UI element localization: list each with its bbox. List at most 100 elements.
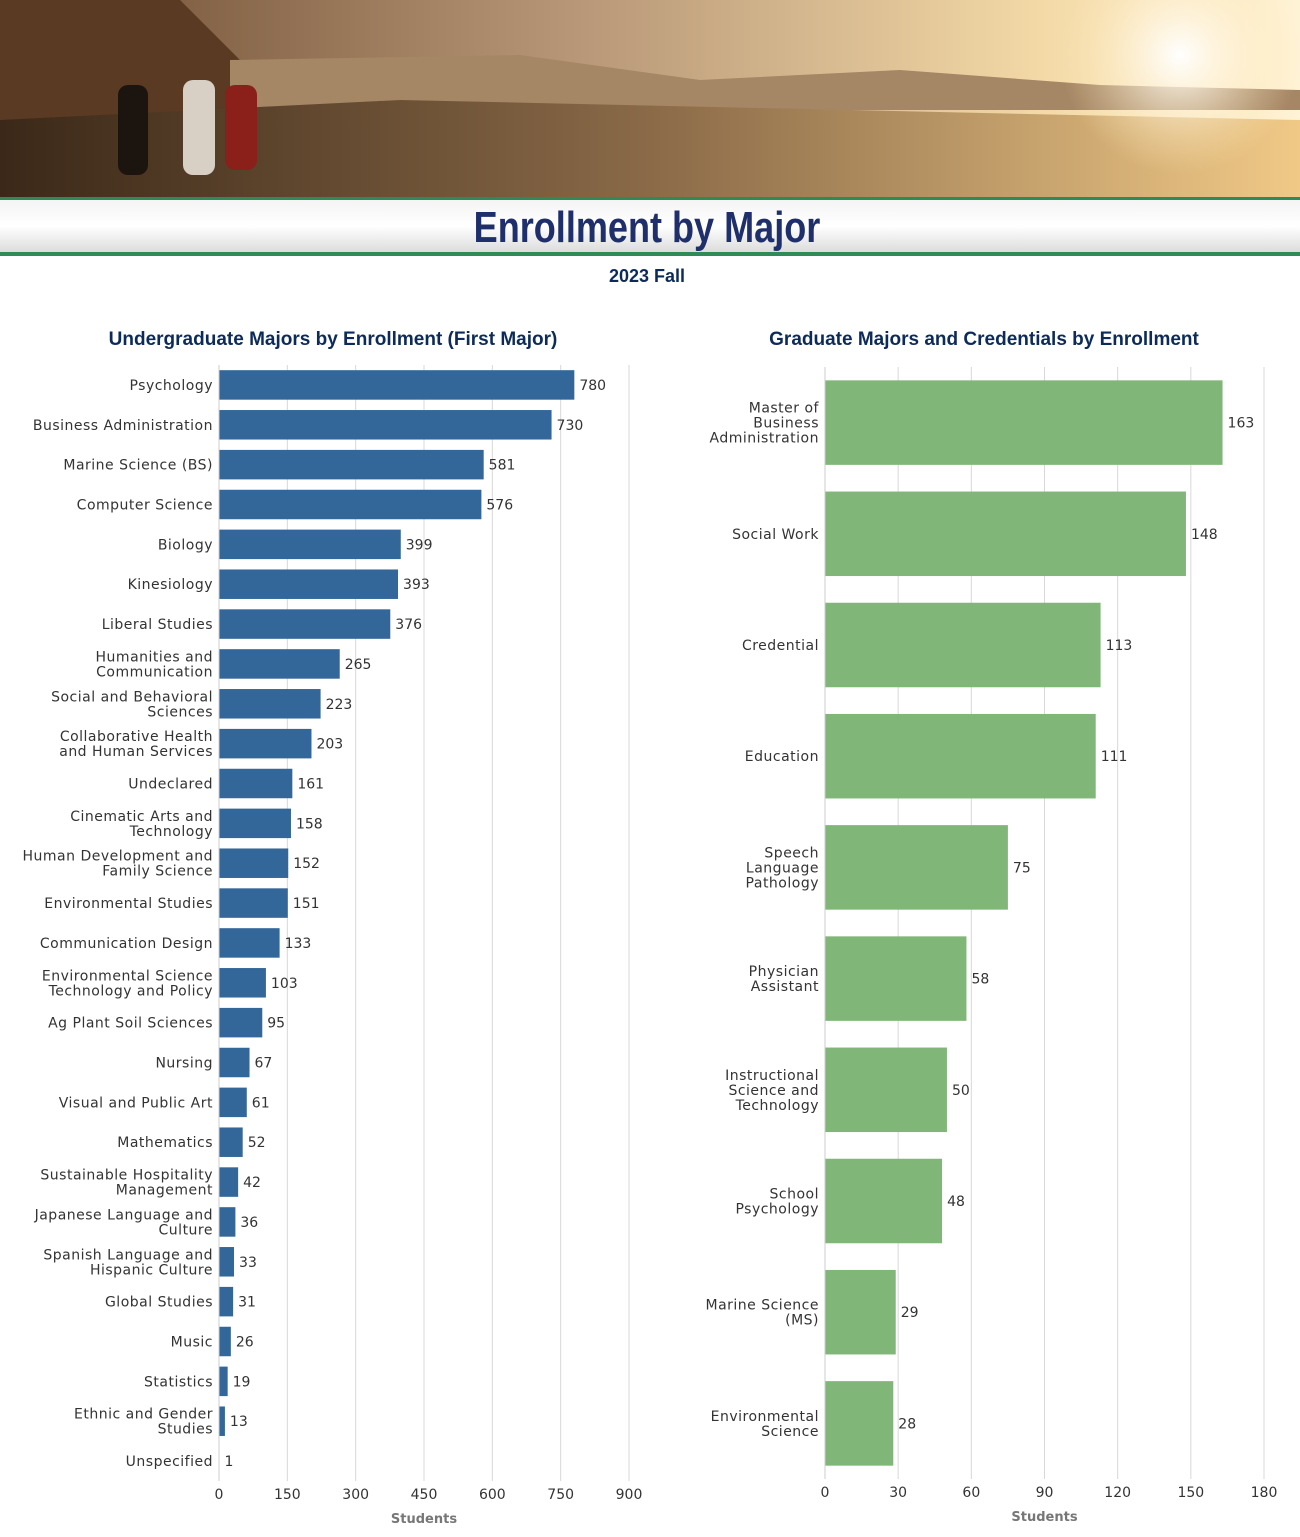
- bar: [219, 569, 399, 599]
- category-label: Sustainable Hospitality Management: [40, 1168, 213, 1199]
- value-label: 581: [489, 458, 516, 474]
- bar: [219, 968, 266, 998]
- value-label: 31: [238, 1295, 256, 1311]
- x-tick-label: 90: [1036, 1485, 1054, 1501]
- category-label: Spanish Language and Hispanic Culture: [43, 1247, 213, 1278]
- x-tick-label: 120: [1104, 1485, 1131, 1501]
- category-label: Social Work: [732, 527, 819, 543]
- x-axis-label: Students: [391, 1512, 457, 1527]
- bar: [825, 1047, 947, 1133]
- category-label: Collaborative Health and Human Services: [59, 729, 213, 760]
- value-label: 393: [403, 577, 430, 593]
- value-label: 265: [345, 657, 372, 673]
- x-tick-label: 0: [215, 1487, 224, 1503]
- x-tick-label: 900: [616, 1487, 643, 1503]
- value-label: 399: [406, 537, 433, 553]
- category-label: Liberal Studies: [102, 617, 213, 633]
- x-tick-label: 600: [479, 1487, 506, 1503]
- chart: Undergraduate Majors by Enrollment (Firs…: [23, 329, 643, 1527]
- category-label: Education: [745, 749, 819, 765]
- value-label: 163: [1228, 416, 1255, 432]
- bar: [219, 609, 391, 639]
- category-label: Business Administration: [33, 418, 213, 434]
- value-label: 148: [1191, 527, 1218, 543]
- x-tick-label: 0: [821, 1485, 830, 1501]
- bar: [825, 713, 1096, 799]
- value-label: 19: [233, 1374, 251, 1390]
- category-label: Credential: [742, 638, 819, 654]
- x-tick-label: 60: [962, 1485, 980, 1501]
- bar: [219, 529, 401, 560]
- category-label: Undeclared: [128, 777, 213, 793]
- value-label: 95: [267, 1016, 285, 1032]
- bar: [219, 1007, 263, 1038]
- category-label: Cinematic Arts and Technology: [70, 809, 213, 840]
- bar: [219, 689, 321, 719]
- category-label: Computer Science: [77, 498, 213, 514]
- value-label: 780: [579, 378, 606, 394]
- x-tick-label: 450: [411, 1487, 438, 1503]
- value-label: 730: [557, 418, 584, 434]
- category-label: Ethnic and Gender Studies: [74, 1407, 213, 1438]
- value-label: 151: [293, 896, 320, 912]
- bar: [219, 1127, 243, 1157]
- value-label: 50: [952, 1083, 970, 1099]
- value-label: 376: [395, 617, 422, 633]
- bar: [219, 649, 340, 679]
- value-label: 113: [1106, 638, 1133, 654]
- bar: [219, 1247, 235, 1277]
- value-label: 133: [285, 936, 312, 952]
- category-label: Environmental Studies: [44, 896, 213, 912]
- category-label: Unspecified: [126, 1454, 213, 1470]
- value-label: 158: [296, 816, 323, 832]
- value-label: 203: [316, 737, 343, 753]
- bar: [825, 380, 1223, 465]
- category-label: Nursing: [155, 1056, 213, 1072]
- bar: [219, 1406, 225, 1436]
- bar: [825, 1158, 943, 1244]
- title-band: [0, 200, 1300, 252]
- value-label: 42: [243, 1175, 261, 1191]
- bar: [219, 370, 575, 400]
- header-rule: [0, 252, 1300, 256]
- bar: [219, 888, 288, 918]
- bar: [219, 1207, 236, 1237]
- category-label: Master of Business Administration: [710, 401, 820, 447]
- bar: [825, 602, 1101, 688]
- value-label: 111: [1101, 749, 1128, 765]
- bar: [219, 808, 291, 839]
- value-label: 28: [898, 1416, 916, 1432]
- page-title: Enrollment by Major: [474, 203, 821, 252]
- bar: [219, 410, 552, 440]
- value-label: 576: [486, 498, 513, 514]
- chart: Graduate Majors and Credentials by Enrol…: [705, 329, 1277, 1525]
- value-label: 152: [293, 856, 320, 872]
- value-label: 29: [901, 1305, 919, 1321]
- bar: [219, 1167, 239, 1197]
- bar: [219, 848, 289, 878]
- category-label: Visual and Public Art: [59, 1095, 213, 1111]
- bar: [219, 489, 482, 520]
- value-label: 48: [947, 1194, 965, 1210]
- value-label: 161: [297, 777, 324, 793]
- category-label: Communication Design: [40, 936, 213, 952]
- value-label: 1: [224, 1454, 233, 1470]
- bar: [219, 1047, 250, 1078]
- bar: [825, 936, 967, 1021]
- category-label: Instructional Science and Technology: [725, 1068, 819, 1114]
- value-label: 13: [230, 1414, 248, 1430]
- category-label: Physician Assistant: [749, 964, 819, 995]
- category-label: School Psychology: [735, 1187, 819, 1218]
- x-tick-label: 150: [274, 1487, 301, 1503]
- category-label: Mathematics: [117, 1135, 213, 1151]
- value-label: 58: [971, 972, 989, 988]
- value-label: 33: [239, 1255, 257, 1271]
- value-label: 67: [255, 1056, 273, 1072]
- category-label: Marine Science (MS): [705, 1298, 819, 1329]
- value-label: 61: [252, 1095, 270, 1111]
- value-label: 223: [326, 697, 353, 713]
- bar: [219, 728, 312, 759]
- header-rule: [0, 197, 1300, 200]
- category-label: Marine Science (BS): [63, 458, 213, 474]
